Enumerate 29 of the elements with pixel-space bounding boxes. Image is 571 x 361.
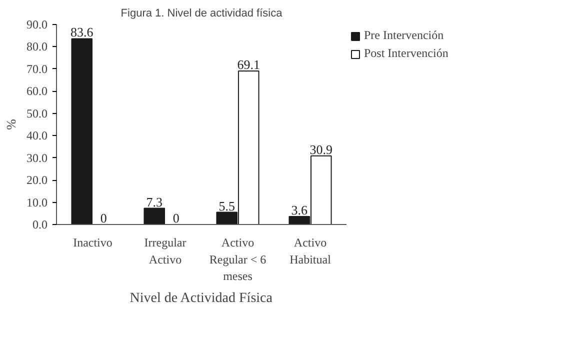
data-label: 0 [100,210,107,226]
y-tick-label: 0.0 [32,218,48,232]
data-label: 83.6 [70,24,94,40]
data-label: 5.5 [218,198,235,214]
legend-label: Pre Intervención [364,28,444,43]
y-tick-label: 40.0 [26,128,48,143]
data-label: 7.3 [146,194,162,210]
data-label: 3.6 [291,202,308,218]
x-axis-title: Nivel de Actividad Física [130,291,274,306]
x-tick-label: Activo Regular < 6 meses [209,236,266,284]
y-tick-label: 20.0 [26,173,48,188]
y-tick-label: 90.0 [26,18,48,32]
x-tick-label: Activo Habitual [290,236,332,266]
y-tick-label: 10.0 [26,195,48,210]
legend-label: Post Intervención [364,46,448,61]
y-tick-label: 60.0 [26,84,48,98]
bar [71,38,93,224]
data-label: 69.1 [237,56,260,72]
y-tick-label: 30.0 [26,150,48,165]
x-tick-label: Inactivo [73,236,112,250]
y-tick-label: 70.0 [26,62,48,76]
bar [144,208,166,224]
y-tick-label: 50.0 [26,106,48,120]
data-label: 30.9 [310,142,332,157]
x-tick-label: Irregular Activo [144,236,186,266]
y-tick-label: 80.0 [26,40,48,54]
data-label: 0 [172,210,180,226]
y-axis-title: % [4,118,18,130]
chart-title: Figura 1. Nivel de actividad física [120,8,284,20]
